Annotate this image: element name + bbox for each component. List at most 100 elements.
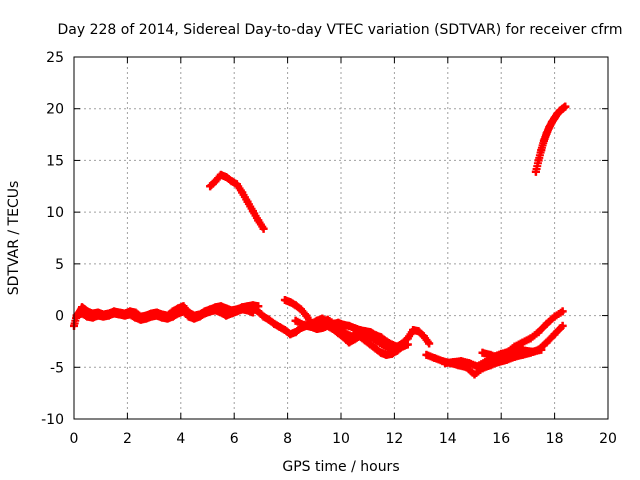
x-tick-label: 0 (70, 431, 79, 447)
data-point (414, 327, 423, 336)
data-point (339, 328, 348, 337)
data-point (275, 322, 284, 331)
data-point (419, 332, 428, 341)
data-point (518, 338, 527, 347)
data-point (222, 304, 231, 313)
y-tick-label: -10 (41, 412, 64, 428)
data-point (550, 330, 559, 339)
data-point (216, 170, 225, 179)
data-point (168, 312, 177, 321)
data-point (299, 320, 308, 329)
data-point (216, 308, 225, 317)
data-point (243, 197, 252, 206)
data-point (259, 224, 268, 233)
data-point (558, 321, 567, 330)
data-point (280, 296, 289, 305)
data-point (222, 311, 231, 320)
data-point (254, 307, 263, 316)
x-tick-label: 20 (599, 431, 617, 447)
data-point (529, 347, 538, 356)
data-point (550, 114, 559, 123)
x-tick-label: 10 (332, 431, 350, 447)
data-point (142, 314, 151, 323)
data-point (550, 312, 559, 321)
data-point (347, 332, 356, 341)
data-point (232, 307, 241, 316)
data-point (561, 102, 570, 111)
data-point (371, 336, 380, 345)
data-point (534, 328, 543, 337)
data-point (542, 129, 551, 138)
series-arc-midday-c (291, 315, 396, 354)
data-point (206, 182, 215, 191)
data-point (104, 311, 113, 320)
data-point (449, 358, 458, 367)
data-point (286, 330, 295, 339)
data-point (510, 352, 519, 361)
data-point (232, 180, 241, 189)
data-point (510, 342, 519, 351)
y-tick-label: 25 (46, 50, 64, 66)
data-point (398, 342, 407, 351)
data-point (521, 346, 530, 355)
y-tick-label: 20 (46, 102, 64, 118)
x-tick-label: 16 (492, 431, 510, 447)
y-tick-label: 0 (55, 309, 64, 325)
data-point (526, 334, 535, 343)
data-point (430, 353, 439, 362)
data-point (243, 306, 252, 315)
data-point (481, 358, 490, 367)
data-layer (70, 102, 570, 379)
data-point (379, 341, 388, 350)
data-point (238, 188, 247, 197)
y-tick-label: 10 (46, 205, 64, 221)
y-tick-label: 5 (55, 257, 64, 273)
data-point (307, 321, 316, 330)
x-tick-label: 18 (546, 431, 564, 447)
data-point (254, 216, 263, 225)
data-point (537, 146, 546, 155)
data-point (486, 350, 495, 359)
data-point (280, 326, 289, 335)
data-point (486, 361, 495, 370)
data-point (425, 339, 434, 348)
data-point (494, 353, 503, 362)
data-point (78, 309, 87, 318)
data-point (331, 320, 340, 329)
y-tick-label: 15 (46, 153, 64, 169)
plot-frame (73, 56, 609, 420)
data-point (323, 315, 332, 324)
x-tick-label: 14 (439, 431, 457, 447)
data-point (211, 306, 220, 315)
data-point (291, 301, 300, 310)
data-point (473, 362, 482, 371)
x-tick-label: 2 (123, 431, 132, 447)
data-point (291, 328, 300, 337)
data-point (441, 359, 450, 368)
data-point (478, 348, 487, 357)
data-point (403, 340, 412, 349)
data-point (355, 329, 364, 338)
data-point (200, 309, 209, 318)
data-point (531, 167, 540, 176)
data-point (227, 309, 236, 318)
data-point (174, 309, 183, 318)
data-point (502, 356, 511, 365)
data-point (502, 348, 511, 357)
x-axis-label: GPS time / hours (282, 459, 399, 475)
chart-title: Day 228 of 2014, Sidereal Day-to-day VTE… (58, 22, 623, 38)
data-point (286, 298, 295, 307)
data-point (152, 311, 161, 320)
data-point (163, 314, 172, 323)
x-tick-label: 4 (176, 431, 185, 447)
data-point (211, 177, 220, 186)
data-point (296, 305, 305, 314)
data-point (259, 312, 268, 321)
data-point (377, 348, 386, 357)
series-arc-evening-high (531, 102, 570, 176)
data-point (184, 312, 193, 321)
data-point (422, 350, 431, 359)
data-point (345, 321, 354, 330)
data-point (270, 319, 279, 328)
